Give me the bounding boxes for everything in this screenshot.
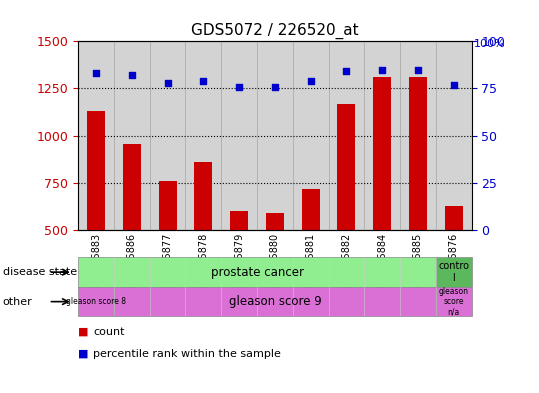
Text: ■: ■ [78, 349, 88, 359]
Bar [150, 41, 185, 230]
Bar [374, 77, 391, 230]
Bar [87, 111, 105, 230]
Bar [436, 287, 472, 316]
Text: contro
l: contro l [438, 261, 469, 283]
Text: disease state: disease state [3, 267, 77, 277]
Point [128, 72, 136, 78]
Point [163, 80, 172, 86]
Bar [78, 287, 114, 316]
Bar [302, 189, 320, 230]
Text: 100%: 100% [474, 39, 506, 49]
Point [199, 78, 208, 84]
Bar [230, 211, 248, 230]
Bar [364, 41, 400, 230]
Bar [329, 41, 364, 230]
Bar [185, 41, 221, 230]
Bar [409, 77, 427, 230]
Point [450, 81, 458, 88]
Bar [221, 41, 257, 230]
Point [378, 66, 386, 73]
Point [92, 70, 100, 77]
Bar [158, 181, 177, 230]
Point [235, 83, 244, 90]
Point [342, 68, 351, 75]
Bar [337, 103, 355, 230]
Text: percentile rank within the sample: percentile rank within the sample [93, 349, 281, 359]
Bar [445, 206, 462, 230]
Text: gleason score 8: gleason score 8 [66, 297, 126, 306]
Bar [436, 41, 472, 230]
Bar [436, 257, 472, 287]
Text: gleason
score
n/a: gleason score n/a [439, 287, 469, 316]
Point [306, 78, 315, 84]
Point [271, 83, 279, 90]
Point [413, 66, 422, 73]
Bar [195, 162, 212, 230]
Text: ■: ■ [78, 327, 88, 337]
Bar [114, 287, 436, 316]
Bar [293, 41, 329, 230]
Text: gleason score 9: gleason score 9 [229, 295, 321, 308]
Bar [266, 213, 284, 230]
Text: other: other [3, 297, 32, 307]
Title: GDS5072 / 226520_at: GDS5072 / 226520_at [191, 22, 358, 39]
Bar [114, 41, 150, 230]
Text: prostate cancer: prostate cancer [211, 266, 303, 279]
Bar [257, 41, 293, 230]
Bar [400, 41, 436, 230]
Text: count: count [93, 327, 125, 337]
Bar [123, 144, 141, 230]
Bar [78, 41, 114, 230]
